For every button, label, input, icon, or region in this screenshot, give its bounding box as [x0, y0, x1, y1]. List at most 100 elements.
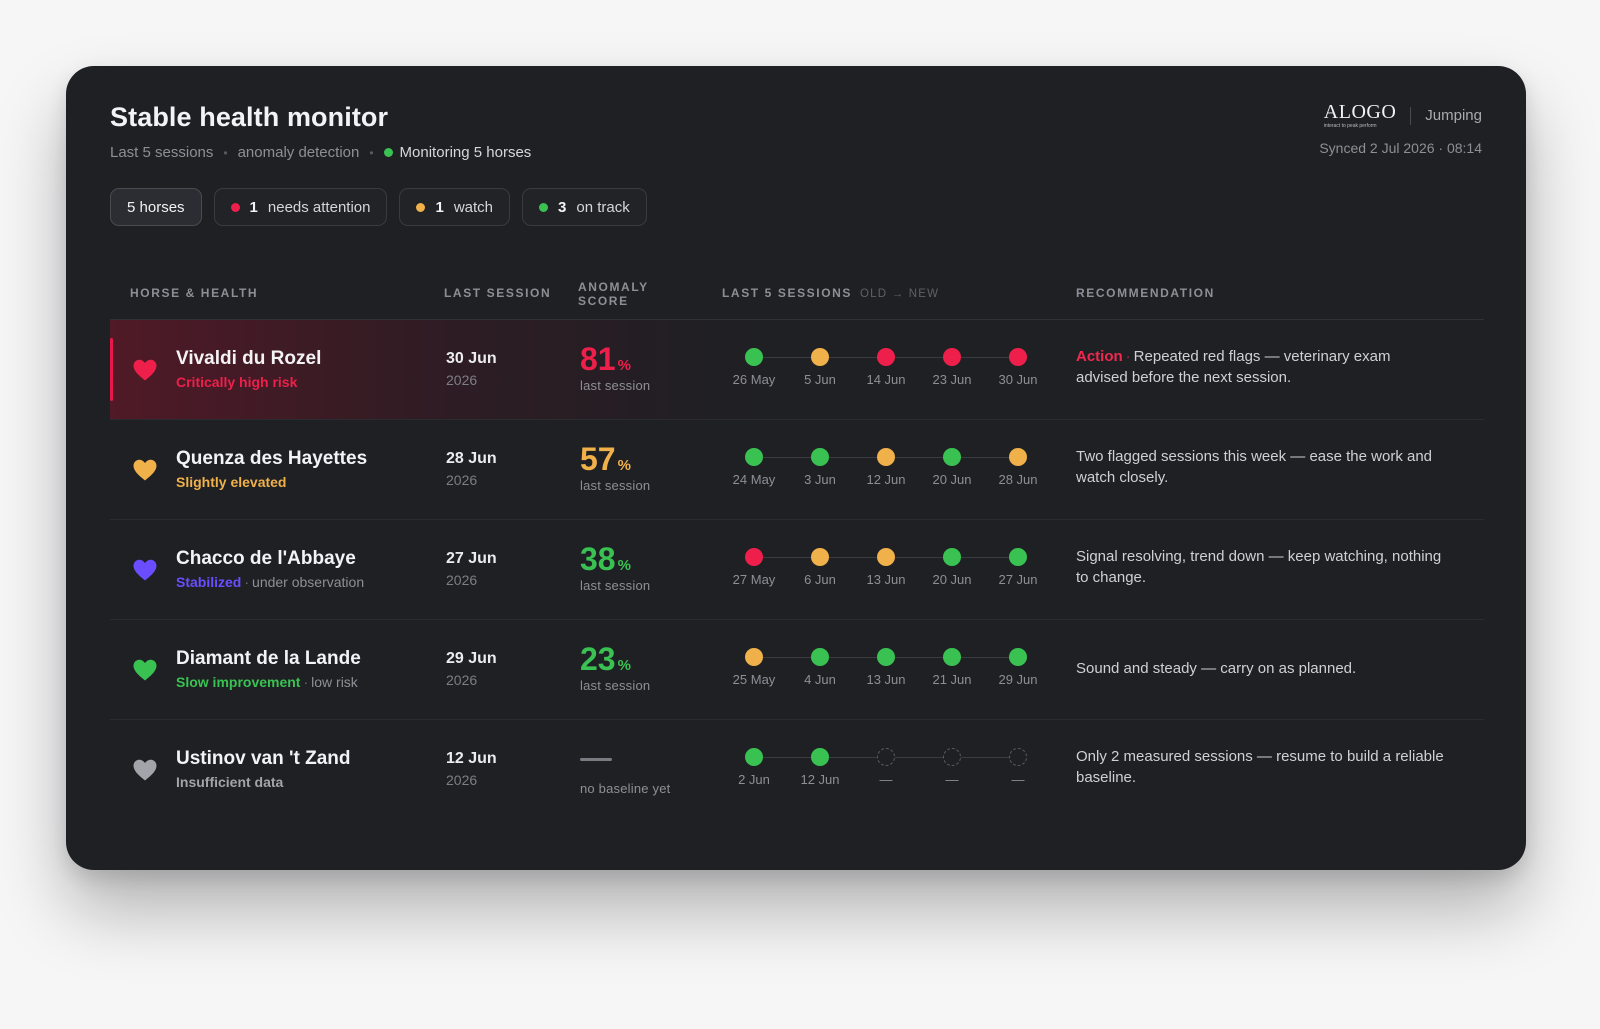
- chip-label: on track: [576, 198, 630, 216]
- status-separator: ·: [244, 574, 250, 590]
- horse-name: Chacco de l'Abbaye: [176, 548, 356, 569]
- last-session-day: 27 Jun: [446, 550, 497, 567]
- session-date: 13 Jun: [866, 572, 906, 587]
- session-point[interactable]: 13 Jun: [851, 648, 921, 687]
- chip-on-track[interactable]: 3 on track: [522, 188, 647, 226]
- session-point[interactable]: 12 Jun: [785, 748, 855, 787]
- session-point[interactable]: 27 Jun: [983, 548, 1053, 587]
- health-status-label: Stabilized: [176, 574, 242, 590]
- empty-session-dot: [877, 748, 895, 766]
- recommendation: Two flagged sessions this week — ease th…: [1076, 446, 1446, 488]
- chip-watch[interactable]: 1 watch: [399, 188, 511, 226]
- green-dot-icon: [539, 202, 549, 212]
- session-point[interactable]: 30 Jun: [983, 348, 1053, 387]
- session-point[interactable]: 20 Jun: [917, 448, 987, 487]
- session-status-dot: [943, 548, 961, 566]
- health-status: Insufficient data: [176, 774, 283, 790]
- session-status-dot: [745, 548, 763, 566]
- page-title: Stable health monitor: [110, 102, 389, 132]
- session-date: 4 Jun: [804, 672, 836, 687]
- anomaly-score-caption: last session: [580, 678, 651, 693]
- alogo-logo: ALOGO interact to peak perform: [1324, 102, 1397, 129]
- table-header: HORSE & HEALTH LAST SESSION ANOMALY SCOR…: [110, 266, 1484, 320]
- session-point[interactable]: 4 Jun: [785, 648, 855, 687]
- session-point[interactable]: 2 Jun: [719, 748, 789, 787]
- anomaly-score: 81% last session: [580, 342, 650, 393]
- recommendation-text: Two flagged sessions this week — ease th…: [1076, 448, 1433, 486]
- session-point[interactable]: —: [851, 748, 921, 787]
- empty-session-dot: [1009, 748, 1027, 766]
- col-anomaly-score: ANOMALY SCORE: [578, 280, 649, 308]
- session-point[interactable]: 3 Jun: [785, 448, 855, 487]
- anomaly-score-caption: last session: [580, 378, 651, 393]
- last-session-date: 30 Jun 2026: [446, 350, 497, 388]
- session-point[interactable]: 14 Jun: [851, 348, 921, 387]
- anomaly-score-unit: %: [617, 457, 631, 474]
- table-row[interactable]: Diamant de la Lande Slow improvement · low …: [110, 620, 1484, 720]
- session-date: 25 May: [732, 672, 776, 687]
- recommendation: Only 2 measured sessions — resume to bui…: [1076, 746, 1446, 788]
- session-point[interactable]: —: [917, 748, 987, 787]
- table-row[interactable]: Chacco de l'Abbaye Stabilized · under obser…: [110, 520, 1484, 620]
- session-point[interactable]: 20 Jun: [917, 548, 987, 587]
- anomaly-score-value: 23: [580, 641, 616, 677]
- session-point[interactable]: 28 Jun: [983, 448, 1053, 487]
- session-date: 20 Jun: [932, 572, 972, 587]
- horse-name: Ustinov van 't Zand: [176, 748, 351, 769]
- filter-chips: 5 horses 1 needs attention 1 watch 3 on …: [110, 188, 647, 226]
- no-score-dash: [580, 758, 612, 761]
- anomaly-score-caption: last session: [580, 478, 651, 493]
- chip-needs-attention[interactable]: 1 needs attention: [213, 188, 388, 226]
- session-point[interactable]: 26 May: [719, 348, 789, 387]
- empty-session-dot: [943, 748, 961, 766]
- chip-all-horses[interactable]: 5 horses: [110, 188, 202, 226]
- session-date: 24 May: [732, 472, 776, 487]
- table-row[interactable]: Quenza des Hayettes Slightly elevated 28 J…: [110, 420, 1484, 520]
- session-point[interactable]: 6 Jun: [785, 548, 855, 587]
- discipline-label: Jumping: [1425, 107, 1482, 124]
- session-point[interactable]: 29 Jun: [983, 648, 1053, 687]
- session-date: 26 May: [732, 372, 776, 387]
- session-date: —: [879, 772, 893, 787]
- session-date: 12 Jun: [866, 472, 906, 487]
- session-point[interactable]: 12 Jun: [851, 448, 921, 487]
- anomaly-score: 57% last session: [580, 442, 650, 493]
- last-session-day: 28 Jun: [446, 450, 497, 467]
- session-point[interactable]: 24 May: [719, 448, 789, 487]
- horse-rows: Vivaldi du Rozel Critically high risk 30 J…: [110, 320, 1484, 820]
- anomaly-score-unit: %: [617, 557, 631, 574]
- session-status-dot: [811, 548, 829, 566]
- recommendation: Sound and steady — carry on as planned.: [1076, 658, 1446, 679]
- health-status-label: Slow improvement: [176, 674, 301, 690]
- session-point[interactable]: 27 May: [719, 548, 789, 587]
- health-status-label: Insufficient data: [176, 774, 284, 790]
- sessions-timeline: 24 May 3 Jun 12 Jun 20 Jun 28 Jun: [720, 420, 1060, 520]
- session-point[interactable]: 21 Jun: [917, 648, 987, 687]
- chip-count: 1: [249, 198, 258, 216]
- anomaly-score: 38% last session: [580, 542, 650, 593]
- col-last-session: LAST SESSION: [444, 286, 552, 300]
- session-date: 14 Jun: [866, 372, 906, 387]
- session-date: 5 Jun: [804, 372, 836, 387]
- session-point[interactable]: 23 Jun: [917, 348, 987, 387]
- last-session-date: 27 Jun 2026: [446, 550, 497, 588]
- table-row[interactable]: Ustinov van 't Zand Insufficient data 12 J…: [110, 720, 1484, 820]
- session-status-dot: [877, 648, 895, 666]
- last-session-year: 2026: [446, 572, 478, 588]
- session-point[interactable]: —: [983, 748, 1053, 787]
- horse-name: Quenza des Hayettes: [176, 448, 368, 469]
- last-session-date: 12 Jun 2026: [446, 750, 497, 788]
- anomaly-score-value: 57: [580, 441, 616, 477]
- session-date: —: [945, 772, 959, 787]
- sessions-timeline: 26 May 5 Jun 14 Jun 23 Jun 30 Jun: [720, 320, 1060, 420]
- session-status-dot: [745, 348, 763, 366]
- session-point[interactable]: 13 Jun: [851, 548, 921, 587]
- session-point[interactable]: 25 May: [719, 648, 789, 687]
- session-date: 29 Jun: [998, 672, 1038, 687]
- chip-all-label: 5 horses: [127, 198, 185, 216]
- session-point[interactable]: 5 Jun: [785, 348, 855, 387]
- session-status-dot: [943, 448, 961, 466]
- session-date: 27 Jun: [998, 572, 1038, 587]
- session-status-dot: [745, 648, 763, 666]
- table-row[interactable]: Vivaldi du Rozel Critically high risk 30 J…: [110, 320, 1484, 420]
